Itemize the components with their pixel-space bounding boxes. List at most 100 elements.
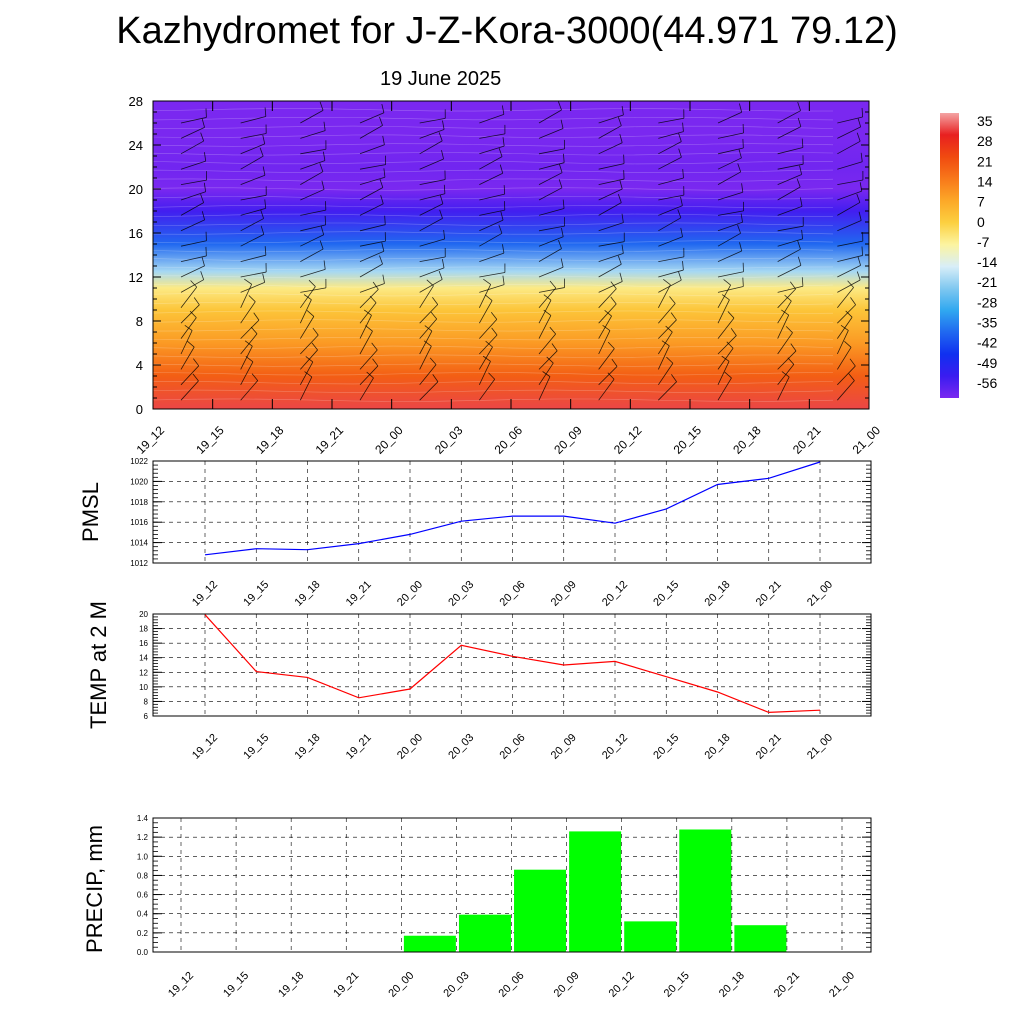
wind-barb bbox=[837, 202, 861, 216]
wind-barb bbox=[658, 141, 682, 155]
wind-barb-flag bbox=[438, 270, 443, 280]
wind-barb-flag bbox=[621, 244, 624, 254]
wind-barb-flag bbox=[308, 279, 316, 287]
y-tick-label: 14 bbox=[139, 654, 148, 663]
wind-barb-flag bbox=[723, 279, 731, 286]
wind-barb bbox=[538, 248, 562, 262]
wind-barb bbox=[538, 350, 558, 370]
colorbar-label: 0 bbox=[977, 214, 985, 230]
wind-barb-flag bbox=[500, 211, 504, 221]
wind-barb-flag bbox=[849, 358, 856, 367]
y-tick-label: 10 bbox=[139, 683, 148, 692]
x-tick-label: 19_18 bbox=[293, 732, 323, 762]
wind-barb-flag bbox=[602, 325, 611, 331]
x-tick-label: 20_03 bbox=[446, 579, 476, 609]
y-tick-label: 6 bbox=[144, 712, 149, 721]
wind-barb bbox=[359, 224, 386, 232]
wind-barb bbox=[359, 377, 374, 401]
wind-barb-flag bbox=[549, 280, 557, 289]
x-tick-label: 20_15 bbox=[662, 970, 692, 1000]
wind-barb bbox=[777, 332, 793, 355]
x-tick-label: 20_09 bbox=[549, 732, 579, 762]
isotherm-line bbox=[152, 169, 834, 174]
x-tick-label: 20_21 bbox=[754, 579, 784, 609]
wind-barb-flag bbox=[443, 184, 446, 194]
colorbar-label: -28 bbox=[977, 294, 997, 310]
wind-barb-flag bbox=[502, 275, 505, 285]
wind-barb bbox=[300, 148, 327, 155]
wind-barb bbox=[240, 333, 258, 355]
wind-barb-flag bbox=[610, 296, 617, 305]
wind-barb bbox=[419, 140, 443, 155]
temp2m-panel: 6 8 10 12 14 16 18 20 19_12 19_15 19_18 19_21 20_00 2… bbox=[86, 601, 872, 762]
wind-barb-flag bbox=[727, 311, 735, 319]
y-tick-label: 1022 bbox=[130, 457, 148, 466]
wind-barb-flag bbox=[432, 374, 439, 382]
wind-barb bbox=[837, 279, 861, 293]
wind-barb bbox=[777, 376, 790, 401]
wind-barb-flag bbox=[784, 294, 792, 302]
wind-barb-flag bbox=[365, 325, 373, 332]
colorbar-label: 7 bbox=[977, 194, 985, 210]
isotherm-line bbox=[152, 284, 834, 288]
wind-barb-flag bbox=[607, 341, 615, 349]
x-tick-label: 19_12 bbox=[134, 423, 168, 457]
wind-barb bbox=[299, 361, 314, 385]
x-tick-label: 20_18 bbox=[703, 732, 733, 762]
isotherm-line bbox=[152, 116, 834, 121]
wind-barb-flag bbox=[323, 121, 326, 131]
wind-barb-flag bbox=[563, 153, 565, 163]
y-tick-label: 28 bbox=[129, 94, 143, 109]
wind-barb-flag bbox=[619, 272, 623, 282]
y-tick-label: 16 bbox=[139, 639, 148, 648]
wind-barb bbox=[658, 131, 684, 139]
wind-barb bbox=[598, 202, 622, 216]
wind-barb bbox=[777, 126, 802, 139]
x-tick-label: 19_12 bbox=[190, 732, 220, 762]
wind-barb-flag bbox=[244, 278, 252, 285]
wind-barb bbox=[419, 304, 438, 324]
wind-barb bbox=[717, 317, 735, 339]
wind-barb bbox=[479, 272, 506, 278]
wind-barb-flag bbox=[319, 101, 324, 111]
x-tick-label: 20_09 bbox=[549, 579, 579, 609]
wind-barb-flag bbox=[680, 196, 683, 206]
wind-barb-flag bbox=[856, 271, 861, 281]
wind-barb bbox=[837, 287, 854, 309]
x-tick-label: 19_21 bbox=[344, 579, 374, 609]
wind-barb bbox=[419, 118, 446, 124]
wind-barb bbox=[598, 114, 624, 124]
wind-barb bbox=[180, 346, 195, 370]
wind-barb-flag bbox=[482, 355, 491, 362]
isotherm-line bbox=[152, 398, 834, 402]
wind-barb bbox=[240, 208, 266, 216]
wind-barb bbox=[479, 378, 496, 401]
wind-barb-flag bbox=[430, 311, 438, 320]
wind-barb-flag bbox=[366, 371, 374, 379]
wind-barb-flag bbox=[801, 229, 804, 239]
isotherm-line bbox=[152, 336, 834, 341]
wind-barb bbox=[479, 193, 505, 201]
wind-barb bbox=[240, 194, 267, 201]
wind-barb-flag bbox=[248, 295, 256, 302]
pmsl-panel: 1012 1014 1016 1018 1020 1022 19_12 19_15 19_18 1… bbox=[78, 457, 872, 609]
wind-barb bbox=[598, 288, 617, 309]
x-tick-label: 20_12 bbox=[607, 970, 637, 1000]
isotherm-line bbox=[152, 257, 834, 262]
wind-barb-flag bbox=[443, 229, 446, 239]
colorbar bbox=[940, 113, 959, 398]
wind-barb-flag bbox=[201, 211, 206, 221]
y-tick-label: 24 bbox=[129, 138, 143, 153]
wind-barb bbox=[300, 234, 324, 247]
colorbar-label: -14 bbox=[977, 254, 997, 270]
wind-barb-flag bbox=[561, 227, 564, 237]
wind-barb-flag bbox=[262, 273, 266, 283]
wind-barb bbox=[180, 279, 204, 293]
wind-barb bbox=[837, 190, 862, 201]
wind-barb-flag bbox=[787, 357, 795, 365]
wind-barb bbox=[479, 145, 505, 155]
wind-barb-flag bbox=[797, 102, 801, 111]
wind-barb-flag bbox=[678, 271, 682, 281]
wind-barb-flag bbox=[617, 194, 622, 203]
wind-barb bbox=[479, 156, 503, 170]
